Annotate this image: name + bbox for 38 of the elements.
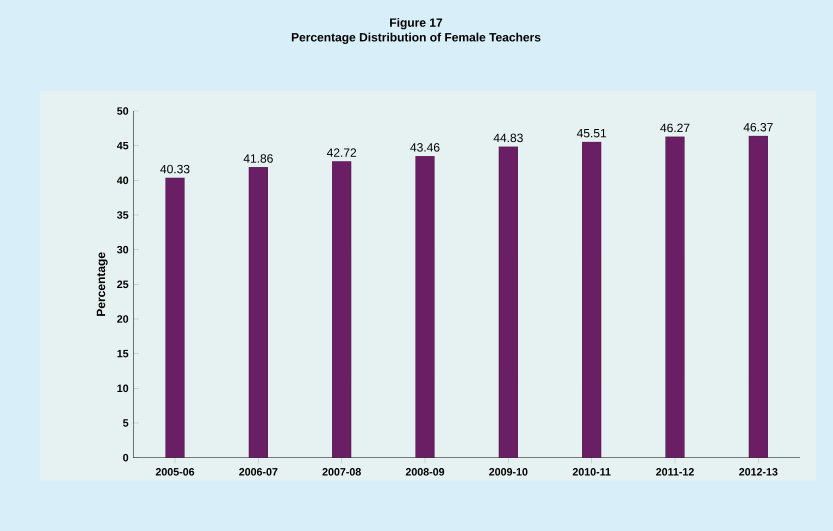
x-tick-label: 2012-13	[739, 468, 778, 476]
bar	[415, 156, 435, 458]
chart-subtitle: Percentage Distribution of Female Teachers	[292, 32, 540, 44]
data-label: 46.27	[660, 124, 690, 132]
data-label: 43.46	[410, 143, 440, 152]
y-tick-label: 50	[117, 107, 128, 115]
x-tick-label: 2006-07	[239, 468, 278, 476]
bar	[498, 146, 518, 458]
x-tick-label: 2008-09	[406, 468, 444, 476]
y-tick-label: 45	[116, 142, 128, 150]
y-tick-label: 20	[117, 315, 128, 323]
bar	[165, 178, 185, 458]
y-axis-title: Percentage	[96, 252, 108, 316]
x-tick-label: 2010-11	[572, 468, 611, 476]
y-tick-label: 35	[117, 211, 128, 219]
x-tick-label: 2007-08	[322, 468, 361, 476]
bar	[748, 136, 768, 458]
bar	[582, 142, 602, 458]
y-tick-label: 10	[117, 384, 128, 392]
data-label: 40.33	[160, 164, 190, 174]
chart-title: Figure 17	[390, 18, 442, 30]
y-tick-label: 25	[117, 280, 128, 288]
data-label: 41.86	[244, 154, 273, 163]
bar	[332, 161, 352, 458]
x-tick-label: 2005-06	[156, 468, 194, 476]
data-label: 44.83	[494, 134, 523, 142]
data-label: 45.51	[576, 129, 606, 138]
data-label: 46.37	[744, 122, 773, 132]
x-tick-label: 2011-12	[656, 468, 694, 476]
bar	[665, 136, 685, 458]
y-tick-label: 0	[123, 454, 128, 462]
data-label: 42.72	[326, 148, 356, 157]
y-tick-label: 30	[117, 246, 128, 254]
y-tick-label: 5	[123, 419, 128, 427]
y-tick-label: 40	[116, 176, 128, 184]
bar	[248, 167, 268, 458]
y-tick-label: 15	[117, 350, 128, 358]
x-tick-label: 2009-10	[489, 468, 528, 476]
